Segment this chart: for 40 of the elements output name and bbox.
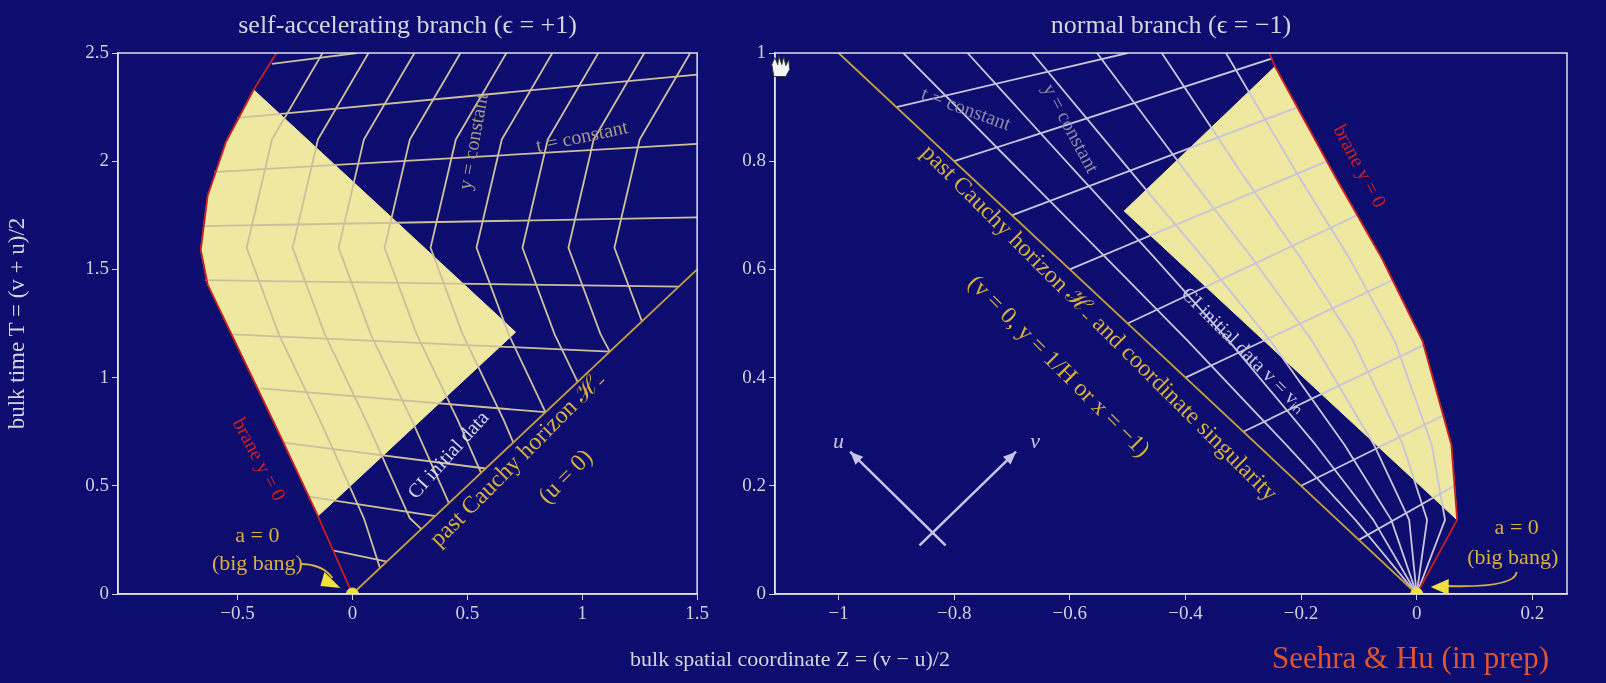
y-tick-label: 0.5 [85, 473, 109, 495]
x-tick-label: 0 [1411, 602, 1422, 624]
y-tick-label: 0 [756, 581, 766, 603]
annotation: (big bang) [1467, 543, 1559, 569]
x-tick-label: 0.5 [455, 602, 480, 624]
x-axis-title: bulk spatial coordinate Z = (v − u)/2 [630, 646, 950, 672]
annotation: t = constant [533, 115, 631, 157]
annotation: y = constant [453, 90, 493, 192]
y-tick-label: 2 [99, 149, 109, 171]
x-tick-label: −1 [828, 602, 849, 624]
annotation: v [1030, 428, 1041, 454]
y-tick-label: 1 [756, 40, 766, 62]
annotation: (big bang) [211, 549, 303, 575]
y-tick-label: 1.5 [85, 257, 109, 279]
text: Seehra & Hu (in prep) [1272, 640, 1550, 676]
chart-title: normal branch (ϵ = −1) [1049, 10, 1293, 40]
y-tick-label: 1 [99, 365, 109, 387]
y-tick-label: 0.2 [742, 473, 766, 495]
x-tick-label: 0 [347, 602, 358, 624]
x-tick-label: 1 [577, 602, 587, 624]
y-tick-label: 0.8 [742, 149, 766, 171]
x-tick-label: −0.6 [1052, 602, 1088, 624]
chart-title: self-accelerating branch (ϵ = +1) [237, 10, 578, 40]
y-tick-label: 0.6 [742, 257, 766, 279]
x-tick-label: −0.2 [1283, 602, 1319, 624]
x-tick-label: −0.5 [220, 602, 255, 624]
x-tick-label: −0.4 [1168, 602, 1204, 624]
x-tick-label: −0.8 [936, 602, 972, 624]
y-tick-label: 0 [99, 581, 109, 603]
annotation: t = constant [918, 81, 1015, 135]
annotation: brane y = 0 [1328, 120, 1392, 212]
annotation: brane y = 0 [227, 413, 291, 505]
annotation: u [833, 428, 845, 454]
y-axis-title: bulk time T = (v + u)/2 [3, 217, 29, 430]
annotation: a = 0 [1494, 513, 1539, 539]
y-tick-label: 2.5 [85, 40, 109, 62]
y-tick-label: 0.4 [742, 365, 767, 387]
x-tick-label: 0.2 [1520, 602, 1545, 624]
annotation: a = 0 [235, 521, 280, 547]
x-tick-label: 1.5 [685, 602, 709, 624]
